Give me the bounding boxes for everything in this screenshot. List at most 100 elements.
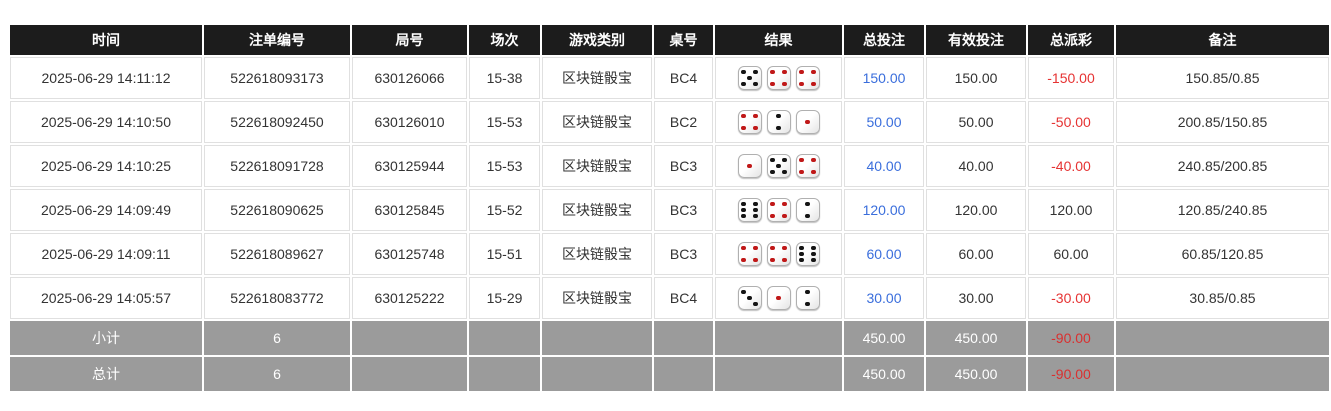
cell-round: 630126066 xyxy=(352,57,467,99)
cell-payout: 120.00 xyxy=(1028,189,1114,231)
dice-result xyxy=(716,286,841,310)
cell-result xyxy=(715,145,842,187)
cell-valid_bet: 60.00 xyxy=(926,233,1026,275)
cell-round: 630126010 xyxy=(352,101,467,143)
cell-time: 2025-06-29 14:10:25 xyxy=(10,145,202,187)
table-header: 时间 注单编号 局号 场次 游戏类别 桌号 结果 总投注 有效投注 总派彩 备注 xyxy=(10,25,1329,55)
dice-result xyxy=(716,242,841,266)
footer-empty-cell xyxy=(542,321,652,355)
footer-valid_bet: 450.00 xyxy=(926,321,1026,355)
die-icon-3 xyxy=(737,286,762,310)
cell-table_no: BC3 xyxy=(654,189,713,231)
subtotal-row: 小计 6 450.00 450.00 -90.00 xyxy=(10,321,1329,355)
cell-total_bet[interactable]: 150.00 xyxy=(844,57,924,99)
cell-time: 2025-06-29 14:09:49 xyxy=(10,189,202,231)
cell-remark: 30.85/0.85 xyxy=(1116,277,1329,319)
cell-payout: -50.00 xyxy=(1028,101,1114,143)
cell-remark: 60.85/120.85 xyxy=(1116,233,1329,275)
cell-game: 区块链骰宝 xyxy=(542,57,652,99)
die-icon-4 xyxy=(766,242,791,266)
cell-result xyxy=(715,277,842,319)
footer-empty-cell xyxy=(469,321,540,355)
die-icon-5 xyxy=(766,154,791,178)
column-header-total_bet: 总投注 xyxy=(844,25,924,55)
cell-session: 15-51 xyxy=(469,233,540,275)
footer-empty-cell xyxy=(654,357,713,391)
table-row: 2025-06-29 14:11:12 522618093173 630126066… xyxy=(10,57,1329,99)
cell-session: 15-53 xyxy=(469,101,540,143)
cell-table_no: BC3 xyxy=(654,145,713,187)
header-row: 时间 注单编号 局号 场次 游戏类别 桌号 结果 总投注 有效投注 总派彩 备注 xyxy=(10,25,1329,55)
cell-time: 2025-06-29 14:09:11 xyxy=(10,233,202,275)
cell-valid_bet: 40.00 xyxy=(926,145,1026,187)
cell-payout: 60.00 xyxy=(1028,233,1114,275)
cell-result xyxy=(715,189,842,231)
cell-game: 区块链骰宝 xyxy=(542,277,652,319)
die-icon-5 xyxy=(737,66,762,90)
cell-table_no: BC4 xyxy=(654,277,713,319)
dice-result xyxy=(716,154,841,178)
cell-payout: -150.00 xyxy=(1028,57,1114,99)
die-icon-4 xyxy=(795,154,820,178)
cell-bet_id: 522618092450 xyxy=(204,101,350,143)
cell-remark: 150.85/0.85 xyxy=(1116,57,1329,99)
cell-total_bet[interactable]: 120.00 xyxy=(844,189,924,231)
dice-result xyxy=(716,110,841,134)
die-icon-4 xyxy=(737,110,762,134)
cell-result xyxy=(715,57,842,99)
footer-empty-cell xyxy=(715,321,842,355)
cell-total_bet[interactable]: 60.00 xyxy=(844,233,924,275)
die-icon-6 xyxy=(737,198,762,222)
die-icon-1 xyxy=(795,110,820,134)
cell-total_bet[interactable]: 40.00 xyxy=(844,145,924,187)
column-header-result: 结果 xyxy=(715,25,842,55)
die-icon-4 xyxy=(766,66,791,90)
footer-count: 6 xyxy=(204,321,350,355)
column-header-table_no: 桌号 xyxy=(654,25,713,55)
cell-payout: -30.00 xyxy=(1028,277,1114,319)
cell-result xyxy=(715,233,842,275)
cell-game: 区块链骰宝 xyxy=(542,145,652,187)
cell-bet_id: 522618089627 xyxy=(204,233,350,275)
table-row: 2025-06-29 14:10:50 522618092450 630126010… xyxy=(10,101,1329,143)
footer-total_bet: 450.00 xyxy=(844,321,924,355)
cell-time: 2025-06-29 14:05:57 xyxy=(10,277,202,319)
total-row: 总计 6 450.00 450.00 -90.00 xyxy=(10,357,1329,391)
cell-round: 630125748 xyxy=(352,233,467,275)
die-icon-2 xyxy=(795,286,820,310)
cell-time: 2025-06-29 14:11:12 xyxy=(10,57,202,99)
footer-total_bet: 450.00 xyxy=(844,357,924,391)
cell-session: 15-53 xyxy=(469,145,540,187)
cell-session: 15-52 xyxy=(469,189,540,231)
cell-valid_bet: 30.00 xyxy=(926,277,1026,319)
column-header-remark: 备注 xyxy=(1116,25,1329,55)
footer-empty-cell xyxy=(352,321,467,355)
column-header-valid_bet: 有效投注 xyxy=(926,25,1026,55)
cell-total_bet[interactable]: 30.00 xyxy=(844,277,924,319)
dice-result xyxy=(716,66,841,90)
cell-bet_id: 522618091728 xyxy=(204,145,350,187)
table-footer: 小计 6 450.00 450.00 -90.00 总计 6 450.00 450.00 -90.… xyxy=(10,321,1329,391)
cell-session: 15-38 xyxy=(469,57,540,99)
die-icon-4 xyxy=(795,66,820,90)
die-icon-6 xyxy=(795,242,820,266)
die-icon-4 xyxy=(737,242,762,266)
cell-valid_bet: 150.00 xyxy=(926,57,1026,99)
table-body: 2025-06-29 14:11:12 522618093173 630126066… xyxy=(10,57,1329,319)
records-table-wrap: 时间 注单编号 局号 场次 游戏类别 桌号 结果 总投注 有效投注 总派彩 备注 2025-06-2… xyxy=(10,25,1329,391)
dice-result xyxy=(716,198,841,222)
cell-table_no: BC4 xyxy=(654,57,713,99)
column-header-round: 局号 xyxy=(352,25,467,55)
cell-remark: 240.85/200.85 xyxy=(1116,145,1329,187)
cell-total_bet[interactable]: 50.00 xyxy=(844,101,924,143)
footer-empty-cell xyxy=(715,357,842,391)
cell-remark: 200.85/150.85 xyxy=(1116,101,1329,143)
cell-bet_id: 522618083772 xyxy=(204,277,350,319)
cell-bet_id: 522618090625 xyxy=(204,189,350,231)
footer-label: 小计 xyxy=(10,321,202,355)
footer-empty-cell xyxy=(542,357,652,391)
footer-empty-cell xyxy=(352,357,467,391)
column-header-bet_id: 注单编号 xyxy=(204,25,350,55)
cell-game: 区块链骰宝 xyxy=(542,101,652,143)
